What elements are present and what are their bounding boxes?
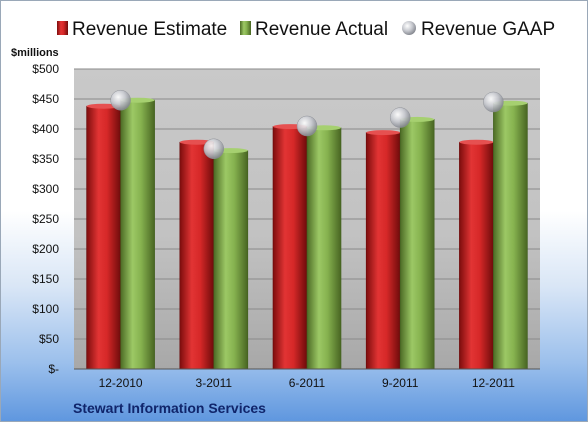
x-tick-label: 9-2011 [382, 376, 419, 390]
marker-revenue-gaap [110, 89, 131, 111]
bar-revenue-actual [213, 150, 249, 370]
x-tick-label: 6-2011 [289, 376, 326, 390]
legend-label-estimate: Revenue Estimate [72, 19, 227, 40]
marker-revenue-gaap [389, 107, 411, 128]
x-axis-ticks: 12-2010 3-2011 6-2011 9-2011 12-2011 [99, 376, 516, 390]
legend-swatch-gaap [402, 21, 416, 35]
company-name: Stewart Information Services [73, 400, 266, 416]
y-axis-ticks: $- $50 $100 $150 $200 $250 $300 $350 $400 $450 $50… [32, 62, 59, 376]
bars [86, 97, 528, 370]
gaap-markers [110, 89, 504, 160]
bar-revenue-estimate [272, 126, 308, 370]
bar-top-revenue-estimate [366, 130, 401, 136]
bar-revenue-actual [120, 99, 155, 370]
legend-label-actual: Revenue Actual [255, 19, 388, 40]
marker-revenue-gaap [483, 91, 504, 113]
marker-revenue-gaap [296, 115, 318, 137]
x-tick-label: 12-2010 [99, 376, 143, 390]
marker-revenue-gaap [203, 138, 225, 160]
bar-revenue-estimate [365, 132, 401, 370]
legend-swatch-estimate [57, 21, 68, 35]
bar-revenue-actual [399, 119, 435, 370]
legend-swatch-actual [240, 21, 251, 35]
bar-revenue-estimate [179, 141, 215, 370]
y-tick-label: $200 [32, 242, 59, 256]
bar-revenue-estimate [86, 105, 121, 370]
x-tick-label: 12-2011 [472, 376, 515, 390]
y-tick-label: $400 [32, 122, 59, 136]
bar-revenue-estimate [459, 141, 494, 370]
bar-top-revenue-estimate [459, 139, 494, 145]
bar-revenue-actual [493, 102, 528, 370]
y-tick-label: $450 [32, 92, 59, 106]
y-tick-label: $350 [32, 152, 59, 166]
y-tick-label: $300 [32, 182, 59, 196]
y-tick-label: $50 [39, 332, 59, 346]
y-tick-label: $150 [32, 272, 59, 286]
y-tick-label: $- [48, 362, 59, 376]
y-axis-unit-label: $millions [11, 47, 59, 59]
bar-revenue-actual [306, 127, 342, 370]
legend-label-gaap: Revenue GAAP [421, 19, 555, 40]
x-tick-label: 3-2011 [196, 376, 233, 390]
y-tick-label: $500 [32, 62, 59, 76]
y-tick-label: $100 [32, 302, 59, 316]
legend: Revenue Estimate Revenue Actual Revenue … [57, 19, 555, 40]
y-tick-label: $250 [32, 212, 59, 226]
